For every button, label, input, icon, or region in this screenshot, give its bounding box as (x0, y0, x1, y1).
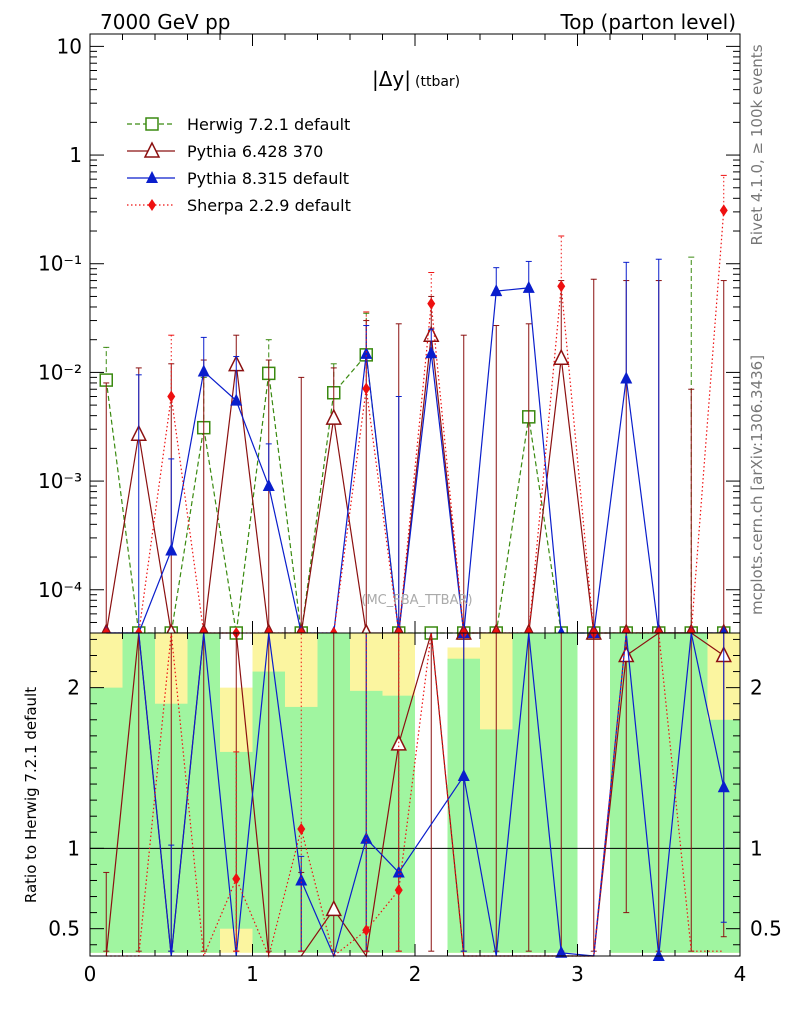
legend: Herwig 7.2.1 default Pythia 6.428 370 Pyth… (127, 115, 351, 215)
point-pythia8 (522, 280, 535, 293)
ratio-frame (89, 632, 741, 957)
ratio-line-sherpa (106, 632, 724, 958)
analysis-watermark: (MC_FBA_TTBAR) (361, 593, 472, 608)
ratio-series-sherpa (106, 632, 724, 958)
ratio-point-pythia6 (325, 899, 342, 917)
ratio-ytick-label-right: 0.5 (750, 917, 782, 941)
ratio-ytick-label-right: 1 (750, 836, 763, 860)
ratio-ytick-label-right: 2 (750, 676, 763, 700)
legend-label-herwig: Herwig 7.2.1 default (187, 115, 350, 134)
main-ytick-label: 10⁻² (38, 360, 82, 384)
legend-entry-sherpa: Sherpa 2.2.9 default (127, 196, 351, 215)
main-title: |Δy| (ttbar) (372, 67, 460, 91)
header-right: Top (parton level) (559, 10, 736, 34)
point-pythia8 (262, 479, 275, 492)
point-sherpa (427, 297, 436, 310)
point-pythia8 (230, 393, 243, 406)
legend-marker-sherpa (148, 199, 156, 211)
point-pythia8 (165, 543, 178, 556)
ratio-point-pythia6 (618, 645, 635, 663)
ratio-ylabel: Ratio to Herwig 7.2.1 default (22, 687, 40, 903)
ratio-point-pythia8 (392, 865, 405, 878)
legend-entry-herwig: Herwig 7.2.1 default (127, 115, 350, 134)
legend-entry-pythia6: Pythia 6.428 370 (127, 141, 323, 161)
point-sherpa (719, 204, 728, 217)
header-left: 7000 GeV pp (100, 10, 231, 34)
main-axes: 10 1 10⁻¹ 10⁻² 10⁻³ 10⁻⁴ (38, 34, 741, 634)
ratio-xtick-label: 3 (571, 962, 584, 986)
legend-marker-herwig (145, 117, 159, 131)
ratio-point-sherpa (297, 823, 306, 836)
point-sherpa (362, 382, 371, 395)
point-pythia8 (360, 346, 373, 359)
ratio-point-pythia8 (717, 780, 730, 793)
ratio-point-sherpa (362, 924, 371, 937)
main-ytick-label: 10⁻¹ (38, 252, 82, 276)
mcplots-label: mcplots.cern.ch [arXiv:1306.3436] (748, 355, 766, 615)
legend-marker-pythia6 (143, 141, 161, 158)
main-title-suffix: (ttbar) (415, 74, 460, 90)
point-pythia8 (620, 371, 633, 384)
point-pythia8 (197, 364, 210, 377)
point-pythia8 (490, 284, 503, 297)
ratio-ytick-label-left: 1 (67, 836, 80, 860)
ratio-point-sherpa (232, 872, 241, 885)
main-title-main: |Δy| (372, 67, 411, 91)
point-pythia6 (325, 408, 342, 425)
point-pythia6 (553, 348, 570, 365)
ratio-point-pythia8 (295, 873, 308, 886)
main-ytick-label: 1 (69, 143, 82, 167)
ratio-point-pythia8 (652, 949, 665, 961)
legend-marker-pythia8 (146, 171, 158, 183)
rivet-label: Rivet 4.1.0, ≥ 100k events (748, 44, 766, 245)
ratio-point-sherpa (394, 884, 403, 897)
main-panel: 10 1 10⁻¹ 10⁻² 10⁻³ 10⁻⁴ |Δy| (ttbar) (MC_FBA_… (38, 33, 741, 640)
legend-label-sherpa: Sherpa 2.2.9 default (187, 196, 351, 215)
ratio-xtick-label: 4 (734, 962, 747, 986)
main-ytick-label: 10⁻⁴ (38, 578, 82, 602)
point-sherpa (167, 390, 176, 403)
ratio-ytick-label-left: 2 (67, 676, 80, 700)
ratio-point-pythia8 (555, 945, 568, 958)
point-pythia8 (425, 346, 438, 359)
ratio-xtick-label: 2 (409, 962, 422, 986)
ratio-ytick-label-left: 0.5 (48, 917, 80, 941)
legend-label-pythia8: Pythia 8.315 default (187, 169, 349, 188)
main-ytick-label: 10⁻³ (38, 469, 82, 493)
legend-label-pythia6: Pythia 6.428 370 (187, 142, 323, 161)
legend-entry-pythia8: Pythia 8.315 default (127, 169, 349, 188)
point-sherpa (557, 280, 566, 293)
ratio-panel: 0.5 0.5 1 1 2 2 0 1 2 3 4 Ratio to Herwig 7.2.1 de… (22, 632, 782, 986)
main-ytick-label: 10 (57, 34, 82, 58)
ratio-xtick-label: 0 (84, 962, 97, 986)
ratio-xtick-label: 1 (246, 962, 259, 986)
ratio-point-pythia8 (457, 769, 470, 782)
